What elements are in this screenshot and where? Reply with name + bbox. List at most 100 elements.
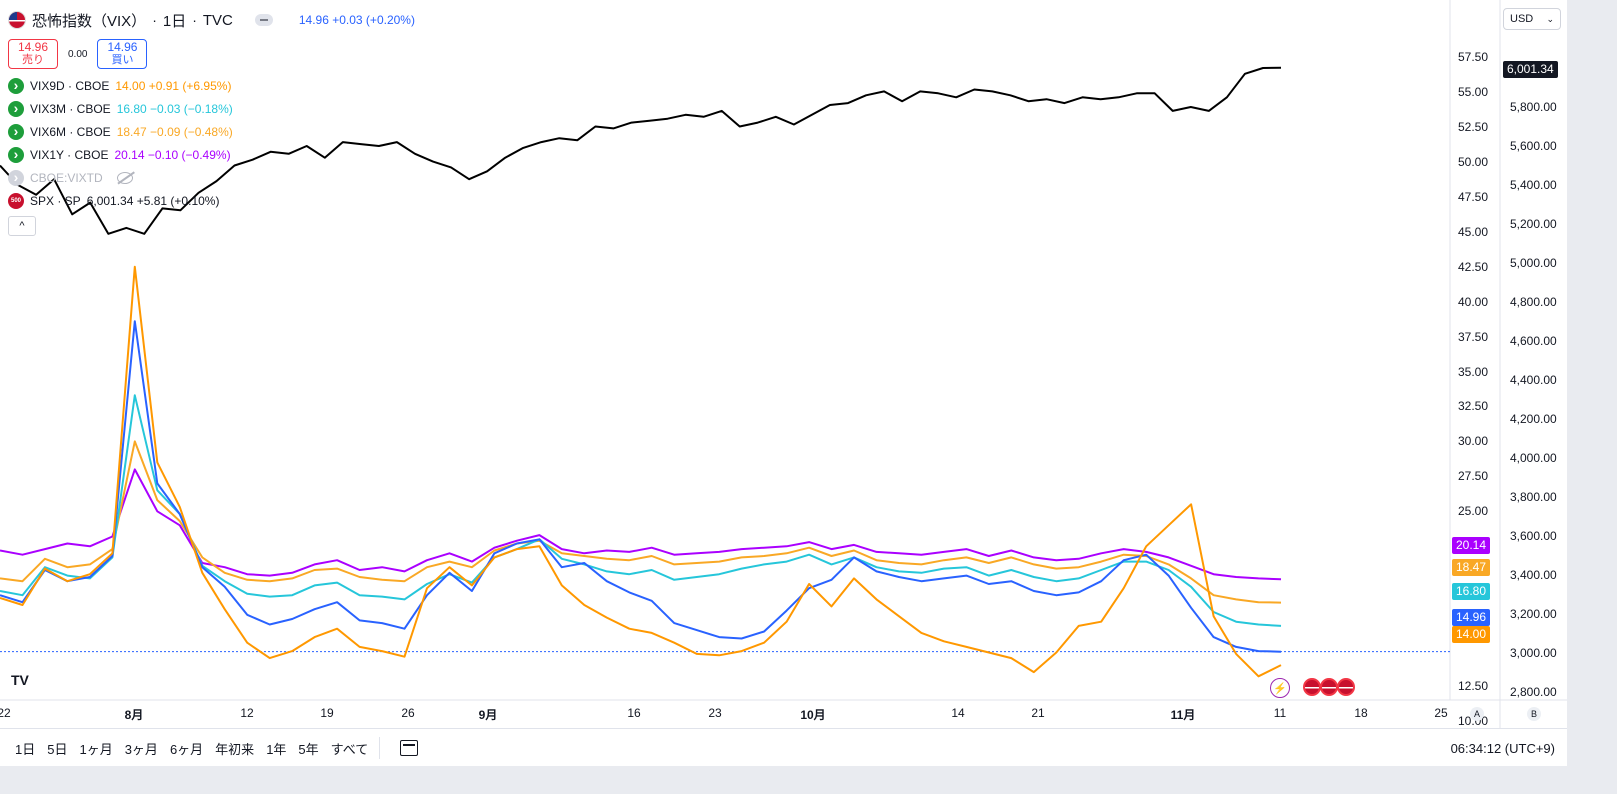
- scale-b-button[interactable]: B: [1527, 707, 1541, 721]
- spx-line[interactable]: [0, 66, 1282, 235]
- symbol-name[interactable]: 恐怖指数（VIX）: [32, 12, 147, 30]
- spx-axis-tick: 4,000.00: [1510, 451, 1557, 465]
- vix-axis-tick: 52.50: [1458, 119, 1489, 134]
- time-axis-tick: 23: [708, 706, 722, 720]
- time-axis-tick: 9月: [478, 708, 498, 722]
- vix-axis-tick: 47.50: [1458, 189, 1489, 204]
- time-axis-tick: 18: [1354, 706, 1368, 720]
- range-1m[interactable]: 1ヶ月: [79, 741, 113, 757]
- range-3m[interactable]: 3ヶ月: [124, 741, 158, 757]
- vix-axis-tick: 25.00: [1458, 504, 1489, 519]
- time-axis-tick: 21: [1031, 706, 1045, 720]
- time-axis-tick: 8月: [124, 708, 144, 722]
- vix9d-price-tag: 14.00: [1452, 626, 1491, 643]
- vix-axis-tick: 45.00: [1458, 224, 1489, 239]
- vix-axis-tick: 12.50: [1458, 679, 1489, 694]
- series-value: 20.14 −0.10 (−0.49%): [114, 147, 231, 162]
- vix-axis-tick: 30.00: [1458, 434, 1489, 449]
- spx-axis-tick: 3,800.00: [1510, 490, 1557, 504]
- lightning-icon[interactable]: ⚡: [1270, 678, 1290, 698]
- vix9d-line[interactable]: [0, 265, 1282, 678]
- buy-button[interactable]: 14.96 買い: [97, 39, 148, 69]
- vix6m-price-tag: 18.47: [1452, 559, 1491, 576]
- vix6m-line[interactable]: [0, 440, 1282, 604]
- vix-price-tag: 14.96: [1452, 609, 1491, 626]
- auto-scale-button[interactable]: A: [1470, 707, 1484, 721]
- sell-button[interactable]: 14.96 売り: [8, 39, 58, 69]
- sell-price: 14.96: [17, 40, 49, 54]
- title-row: 恐怖指数（VIX） · 1日 · TVC 14.96 +0.03 (+0.20%…: [8, 8, 415, 32]
- legend-row-spx[interactable]: 500 SPX · SP 6,001.34 +5.81 (+0.10%): [8, 189, 415, 212]
- series-value: 16.80 −0.03 (−0.18%): [116, 101, 233, 116]
- chart-canvas[interactable]: [0, 0, 1567, 728]
- time-axis-tick: 19: [320, 706, 334, 720]
- vix-axis-tick: 50.00: [1458, 154, 1489, 169]
- spx-axis-tick: 4,600.00: [1510, 334, 1557, 348]
- vix-axis-tick: 35.00: [1458, 364, 1489, 379]
- plot-background: [0, 0, 1567, 728]
- interval[interactable]: 1日: [162, 12, 187, 30]
- series-name: SPX · SP: [30, 193, 81, 208]
- series-name: VIX6M · CBOE: [30, 124, 111, 139]
- series-name: VIX1Y · CBOE: [30, 147, 109, 162]
- bottom-strip: [0, 766, 1617, 794]
- series-name: VIX9D · CBOE: [30, 78, 110, 93]
- us-flag-event-icon[interactable]: [1303, 678, 1321, 696]
- time-axis-tick: 22: [0, 706, 11, 720]
- chevron-up-icon[interactable]: ^: [8, 216, 36, 236]
- range-ytd[interactable]: 年初来: [215, 741, 255, 757]
- time-axis-tick: 11: [1273, 706, 1287, 720]
- spx-axis-tick: 3,600.00: [1510, 529, 1557, 543]
- spx-axis-tick: 3,400.00: [1510, 568, 1557, 582]
- range-5d[interactable]: 5日: [47, 741, 68, 757]
- clock[interactable]: 06:34:12 (UTC+9): [1450, 740, 1555, 756]
- vix-axis-tick: 40.00: [1458, 294, 1489, 309]
- spx-axis-tick: 3,200.00: [1510, 607, 1557, 621]
- legend-row-vix1y[interactable]: VIX1Y · CBOE 20.14 −0.10 (−0.49%): [8, 143, 415, 166]
- buy-price: 14.96: [107, 40, 138, 54]
- trade-row: 14.96 売り 0.00 14.96 買い: [8, 38, 415, 70]
- legend-row-vix9d[interactable]: VIX9D · CBOE 14.00 +0.91 (+6.95%): [8, 74, 415, 97]
- legend-row-vix6m[interactable]: VIX6M · CBOE 18.47 −0.09 (−0.48%): [8, 120, 415, 143]
- series-value: 18.47 −0.09 (−0.48%): [116, 124, 233, 139]
- range-5y[interactable]: 5年: [298, 741, 319, 757]
- spx-axis-tick: 5,200.00: [1510, 217, 1557, 231]
- vix-axis-tick: 32.50: [1458, 399, 1489, 414]
- spx-axis-tick: 4,800.00: [1510, 295, 1557, 309]
- calendar-icon[interactable]: [400, 740, 419, 756]
- main-price-change: 14.96 +0.03 (+0.20%): [298, 13, 415, 27]
- spx-axis-tick: 5,600.00: [1510, 139, 1557, 153]
- us-flag-event-icon[interactable]: [1320, 678, 1338, 696]
- collapse-icon[interactable]: [254, 14, 273, 26]
- time-axis-tick: 10月: [800, 708, 826, 722]
- chevron-down-icon: ⌄: [1546, 13, 1554, 24]
- vix3m-line[interactable]: [0, 394, 1282, 627]
- spx-axis-tick: 4,400.00: [1510, 373, 1557, 387]
- us-flag-event-icon[interactable]: [1337, 678, 1355, 696]
- currency-select[interactable]: USD ⌄: [1503, 8, 1561, 30]
- legend-row-vixtd[interactable]: CBOE:VIXTD: [8, 166, 415, 189]
- tradingview-logo[interactable]: TV: [11, 672, 29, 688]
- spx-axis-tick: 3,000.00: [1510, 646, 1557, 660]
- sp500-badge-icon: 500: [8, 192, 24, 209]
- series-value: 6,001.34 +5.81 (+0.10%): [86, 193, 220, 208]
- vix-axis-tick: 57.50: [1458, 50, 1489, 64]
- range-1d[interactable]: 1日: [15, 741, 36, 757]
- spx-axis-tick: 5,000.00: [1510, 256, 1557, 270]
- sell-label: 売り: [22, 54, 44, 66]
- range-1y[interactable]: 1年: [266, 741, 287, 757]
- time-axis-tick: 14: [951, 706, 965, 720]
- spx-axis-tick: 4,200.00: [1510, 412, 1557, 426]
- green-arrow-icon: [8, 123, 24, 140]
- exchange: TVC: [202, 11, 233, 29]
- us-flag-icon: [8, 11, 26, 29]
- range-all[interactable]: すべて: [330, 741, 369, 757]
- spx-price-tag: 6,001.34: [1503, 61, 1558, 78]
- range-6m[interactable]: 6ヶ月: [169, 741, 204, 757]
- vix-line[interactable]: [0, 320, 1282, 653]
- series-name: VIX3M · CBOE: [30, 101, 111, 116]
- legend: 恐怖指数（VIX） · 1日 · TVC 14.96 +0.03 (+0.20%…: [8, 8, 415, 236]
- buy-label: 買い: [111, 54, 134, 66]
- eye-off-icon[interactable]: [116, 171, 133, 184]
- legend-row-vix3m[interactable]: VIX3M · CBOE 16.80 −0.03 (−0.18%): [8, 97, 415, 120]
